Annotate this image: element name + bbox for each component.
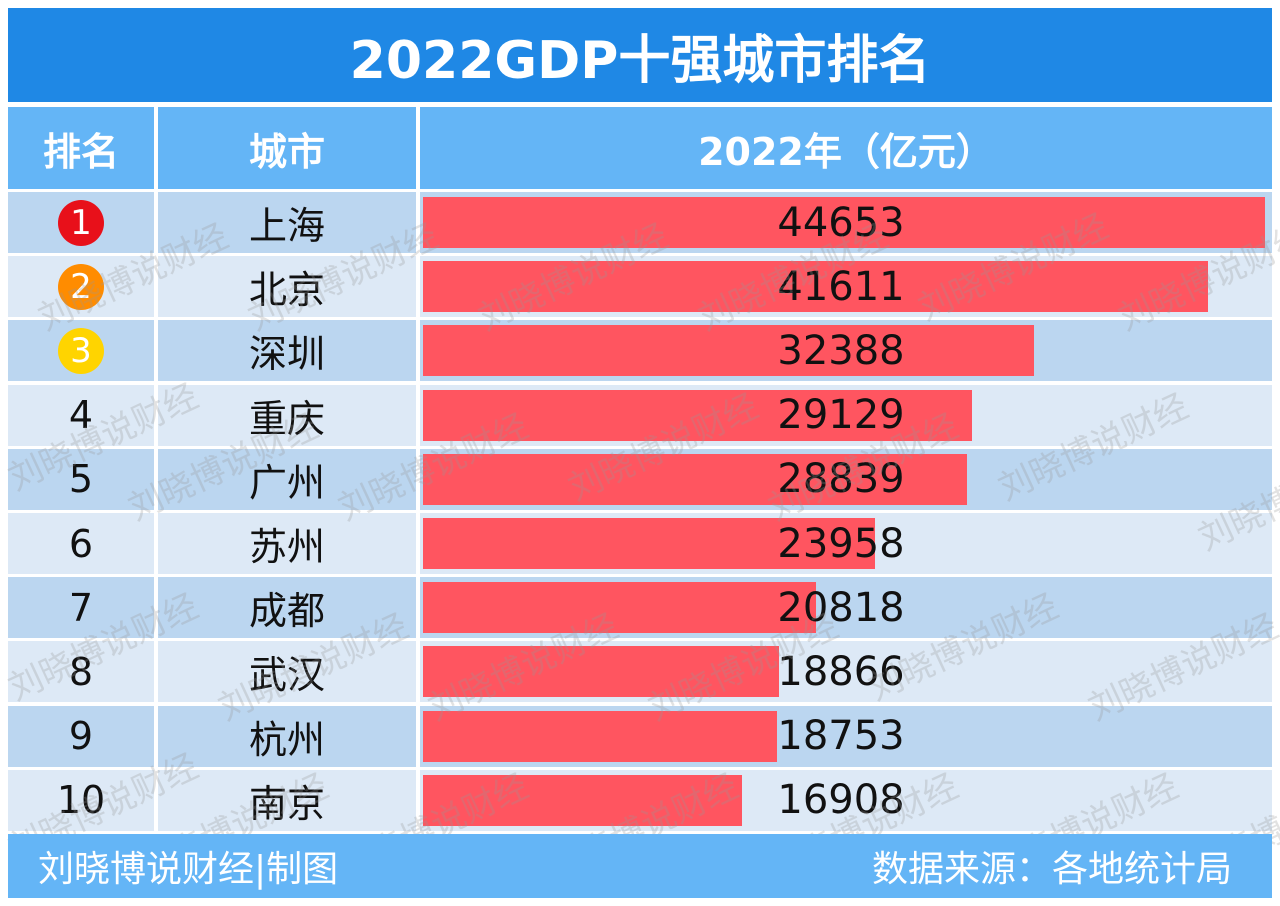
- city-label: 上海: [158, 192, 416, 253]
- rank-cell: 3: [8, 320, 154, 382]
- table-row: 9 杭州 18753: [8, 705, 1272, 767]
- bar-area: 29129: [420, 384, 1272, 446]
- bar-value-label: 32388: [777, 327, 905, 374]
- rank-label: 10: [56, 778, 106, 823]
- footer: 刘晓博说财经|制图 数据来源：各地统计局: [8, 834, 1272, 898]
- bar: [423, 453, 967, 505]
- rank-label: 5: [68, 457, 94, 502]
- rank-cell: 2: [8, 256, 154, 318]
- bar-value-label: 20818: [777, 584, 905, 631]
- rank-cell: 10: [8, 769, 154, 831]
- rank-cell: 7: [8, 577, 154, 639]
- bar-value-label: 44653: [777, 199, 905, 246]
- table-row: 7 成都 20818: [8, 577, 1272, 639]
- table-row: 3 深圳 32388: [8, 320, 1272, 382]
- footer-credit: 刘晓博说财经|制图: [38, 849, 339, 890]
- table-row: 4 重庆 29129: [8, 384, 1272, 446]
- bar-value-label: 29129: [777, 392, 905, 439]
- bar: [423, 261, 1208, 313]
- bar-value-label: 28839: [777, 456, 905, 503]
- city-label: 广州: [158, 448, 416, 510]
- rank-cell: 5: [8, 448, 154, 510]
- rank-cell: 6: [8, 513, 154, 574]
- bar-area: 20818: [420, 577, 1272, 639]
- rank-badge: 1: [58, 199, 104, 246]
- table-row: 1 上海 44653: [8, 192, 1272, 253]
- bar-value-label: 23958: [777, 520, 905, 567]
- city-label: 重庆: [158, 384, 416, 446]
- city-label: 北京: [158, 256, 416, 318]
- bar-value-label: 18866: [777, 648, 905, 695]
- city-label: 苏州: [158, 513, 416, 574]
- table-row: 6 苏州 23958: [8, 513, 1272, 574]
- table-header: 排名 城市 2022年（亿元）: [8, 107, 1272, 189]
- rank-label: 8: [68, 649, 94, 694]
- bar: [423, 325, 1034, 377]
- city-label: 武汉: [158, 641, 416, 703]
- table-row: 8 武汉 18866: [8, 641, 1272, 703]
- city-label: 成都: [158, 577, 416, 639]
- rank-label: 4: [68, 393, 94, 438]
- bar-value-label: 41611: [777, 263, 905, 310]
- city-label: 杭州: [158, 705, 416, 767]
- bar-area: 18753: [420, 705, 1272, 767]
- header-rank: 排名: [8, 107, 154, 189]
- bar-area: 18866: [420, 641, 1272, 703]
- rank-cell: 1: [8, 192, 154, 253]
- rank-label: 6: [68, 521, 94, 566]
- bar: [423, 646, 779, 698]
- table-row: 10 南京 16908: [8, 769, 1272, 831]
- city-label: 南京: [158, 769, 416, 831]
- bar: [423, 582, 816, 634]
- bar-area: 32388: [420, 320, 1272, 382]
- bar-area: 44653: [420, 192, 1272, 253]
- header-value: 2022年（亿元）: [420, 107, 1272, 189]
- bar: [423, 518, 875, 569]
- chart-title: 2022GDP十强城市排名: [8, 8, 1272, 102]
- bar: [423, 710, 777, 762]
- bar-area: 16908: [420, 769, 1272, 831]
- bar: [423, 389, 973, 441]
- bar-value-label: 18753: [777, 713, 905, 760]
- footer-source: 数据来源：各地统计局: [871, 849, 1232, 890]
- bar-area: 28839: [420, 448, 1272, 510]
- bar: [423, 774, 742, 826]
- rank-cell: 9: [8, 705, 154, 767]
- rank-label: 9: [68, 714, 94, 759]
- rank-label: 7: [68, 585, 94, 630]
- table-row: 5 广州 28839: [8, 448, 1272, 510]
- bar-area: 23958: [420, 513, 1272, 574]
- bar-value-label: 16908: [777, 777, 905, 824]
- city-label: 深圳: [158, 320, 416, 382]
- rank-cell: 4: [8, 384, 154, 446]
- rank-badge: 2: [58, 263, 104, 310]
- header-city: 城市: [158, 107, 416, 189]
- bar: [423, 197, 1265, 248]
- rank-badge: 3: [58, 327, 104, 374]
- table-row: 2 北京 41611: [8, 256, 1272, 318]
- bar-area: 41611: [420, 256, 1272, 318]
- rank-cell: 8: [8, 641, 154, 703]
